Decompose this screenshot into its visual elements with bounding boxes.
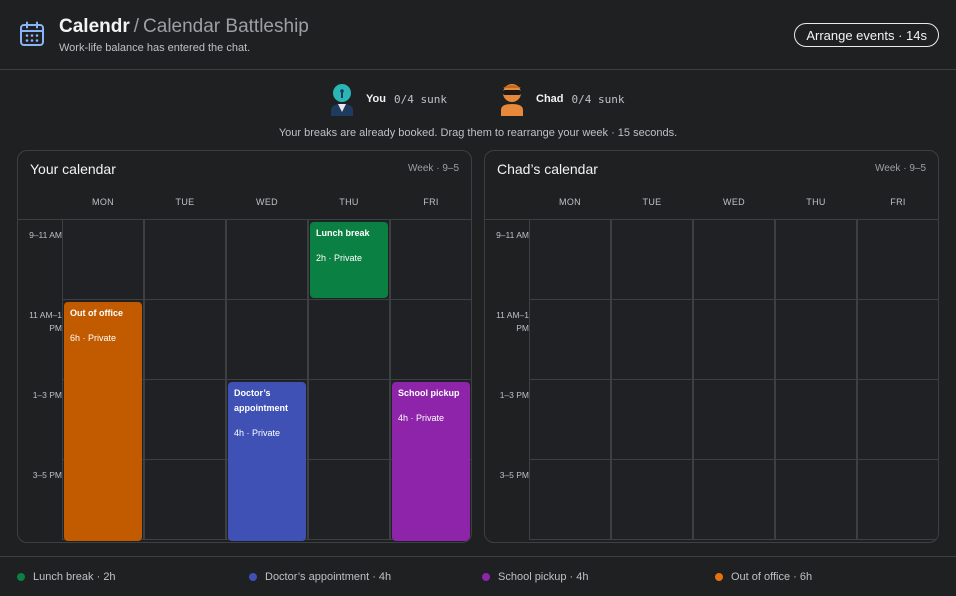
header: Calendr / Calendar Battleship Work-life ba… bbox=[0, 0, 956, 70]
player-chad: Chad 0/4 sunk bbox=[498, 82, 624, 116]
target-cell[interactable] bbox=[857, 379, 938, 460]
page-title: Calendr / Calendar Battleship bbox=[59, 16, 309, 38]
calendar-range: Week · 9–5 bbox=[875, 163, 926, 174]
target-cell[interactable] bbox=[611, 459, 693, 540]
day-header-tue: TUE bbox=[642, 197, 662, 207]
legend-dot bbox=[715, 573, 723, 581]
target-cell[interactable] bbox=[775, 459, 857, 540]
legend-dot bbox=[482, 573, 490, 581]
target-cell[interactable] bbox=[611, 219, 693, 300]
calendar-cell[interactable] bbox=[144, 219, 226, 300]
target-cell[interactable] bbox=[775, 299, 857, 380]
calendar-title: Your calendar bbox=[30, 161, 116, 177]
target-cell[interactable] bbox=[775, 219, 857, 300]
arrange-events-button[interactable]: Arrange events · 14s bbox=[794, 23, 939, 47]
event-school-pickup[interactable]: School pickup 4h · Private bbox=[392, 382, 470, 541]
legend-label: School pickup · 4h bbox=[498, 571, 589, 583]
target-cell[interactable] bbox=[611, 379, 693, 460]
legend-label: Out of office · 6h bbox=[731, 571, 813, 583]
day-header-mon: MON bbox=[92, 197, 114, 207]
title-separator: / bbox=[133, 16, 140, 37]
day-header-fri: FRI bbox=[890, 197, 906, 207]
legend-item-out-of-office: Out of office · 6h bbox=[715, 571, 812, 583]
event-meta: 2h · Private bbox=[316, 253, 363, 263]
opponent-avatar-icon bbox=[501, 84, 523, 116]
calendar-title: Chad’s calendar bbox=[497, 161, 598, 177]
calendar-icon bbox=[20, 21, 44, 46]
target-cell[interactable] bbox=[693, 459, 775, 540]
time-label-11-1: 11 AM–1 PM bbox=[29, 310, 62, 333]
event-out-of-office[interactable]: Out of office 6h · Private bbox=[64, 302, 142, 541]
calendar-cell[interactable] bbox=[62, 219, 144, 300]
opponent-score: 0/4 sunk bbox=[571, 92, 625, 106]
target-cell[interactable] bbox=[693, 219, 775, 300]
legend-footer: Lunch break · 2h Doctor’s appointment · … bbox=[0, 556, 956, 596]
event-title: Out of office bbox=[70, 308, 123, 318]
day-header-tue: TUE bbox=[175, 197, 195, 207]
calendar-cell[interactable] bbox=[390, 299, 471, 380]
legend-item-school-pickup: School pickup · 4h bbox=[482, 571, 589, 583]
target-cell[interactable] bbox=[529, 219, 611, 300]
calendar-cell[interactable] bbox=[144, 459, 226, 540]
time-label-1-3: 1–3 PM bbox=[32, 390, 62, 400]
target-cell[interactable] bbox=[529, 459, 611, 540]
legend-dot bbox=[17, 573, 25, 581]
opponent-calendar: Chad’s calendar Week · 9–5 MON TUE WED T… bbox=[484, 150, 939, 543]
time-label-1-3: 1–3 PM bbox=[499, 390, 529, 400]
target-cell[interactable] bbox=[857, 299, 938, 380]
day-header-thu: THU bbox=[806, 197, 826, 207]
target-cell[interactable] bbox=[857, 219, 938, 300]
calendar-cell[interactable] bbox=[308, 299, 390, 380]
subtitle: Work-life balance has entered the chat. bbox=[59, 42, 251, 54]
player-score: 0/4 sunk bbox=[393, 92, 447, 106]
time-label-9-11: 9–11 AM bbox=[29, 230, 62, 240]
day-header-wed: WED bbox=[256, 197, 278, 207]
calendar-cell[interactable] bbox=[226, 299, 308, 380]
day-header-fri: FRI bbox=[423, 197, 439, 207]
target-cell[interactable] bbox=[611, 299, 693, 380]
legend-item-lunch-break: Lunch break · 2h bbox=[17, 571, 116, 583]
legend-label: Lunch break · 2h bbox=[33, 571, 116, 583]
day-header-mon: MON bbox=[559, 197, 581, 207]
app-name: Calendr bbox=[59, 16, 130, 37]
calendar-cell[interactable] bbox=[144, 299, 226, 380]
event-lunch-break[interactable]: Lunch break 2h · Private bbox=[310, 222, 388, 298]
target-cell[interactable] bbox=[693, 299, 775, 380]
event-title: Lunch break bbox=[316, 228, 370, 238]
instructions: Your breaks are already booked. Drag the… bbox=[278, 127, 678, 139]
player-name: You bbox=[366, 93, 386, 105]
legend-item-doctors-appointment: Doctor’s appointment · 4h bbox=[249, 571, 391, 583]
event-doctors-appointment[interactable]: Doctor’s appointment 4h · Private bbox=[228, 382, 306, 541]
target-cell[interactable] bbox=[775, 379, 857, 460]
time-label-11-1: 11 AM–1 PM bbox=[496, 310, 529, 333]
time-label-3-5: 3–5 PM bbox=[499, 470, 529, 480]
event-title: School pickup bbox=[398, 388, 460, 398]
calendar-cell[interactable] bbox=[308, 379, 390, 460]
player-you: You 0/4 sunk bbox=[328, 82, 447, 116]
event-meta: 4h · Private bbox=[234, 428, 281, 438]
calendar-range: Week · 9–5 bbox=[408, 163, 459, 174]
calendar-cell[interactable] bbox=[308, 459, 390, 540]
calendar-cell[interactable] bbox=[226, 219, 308, 300]
player-avatar-icon bbox=[331, 84, 353, 116]
event-meta: 6h · Private bbox=[70, 333, 117, 343]
game-name: Calendar Battleship bbox=[143, 16, 309, 37]
day-header-thu: THU bbox=[339, 197, 359, 207]
event-title: Doctor’s appointment bbox=[234, 388, 288, 413]
calendar-cell[interactable] bbox=[390, 219, 471, 300]
target-cell[interactable] bbox=[529, 379, 611, 460]
day-header-wed: WED bbox=[723, 197, 745, 207]
time-label-3-5: 3–5 PM bbox=[32, 470, 62, 480]
target-cell[interactable] bbox=[693, 379, 775, 460]
your-calendar: Your calendar Week · 9–5 MON TUE WED THU… bbox=[17, 150, 472, 543]
legend-dot bbox=[249, 573, 257, 581]
opponent-name: Chad bbox=[536, 93, 564, 105]
event-meta: 4h · Private bbox=[398, 413, 445, 423]
legend-label: Doctor’s appointment · 4h bbox=[265, 571, 392, 583]
target-cell[interactable] bbox=[857, 459, 938, 540]
calendar-cell[interactable] bbox=[144, 379, 226, 460]
time-label-9-11: 9–11 AM bbox=[496, 230, 529, 240]
target-cell[interactable] bbox=[529, 299, 611, 380]
